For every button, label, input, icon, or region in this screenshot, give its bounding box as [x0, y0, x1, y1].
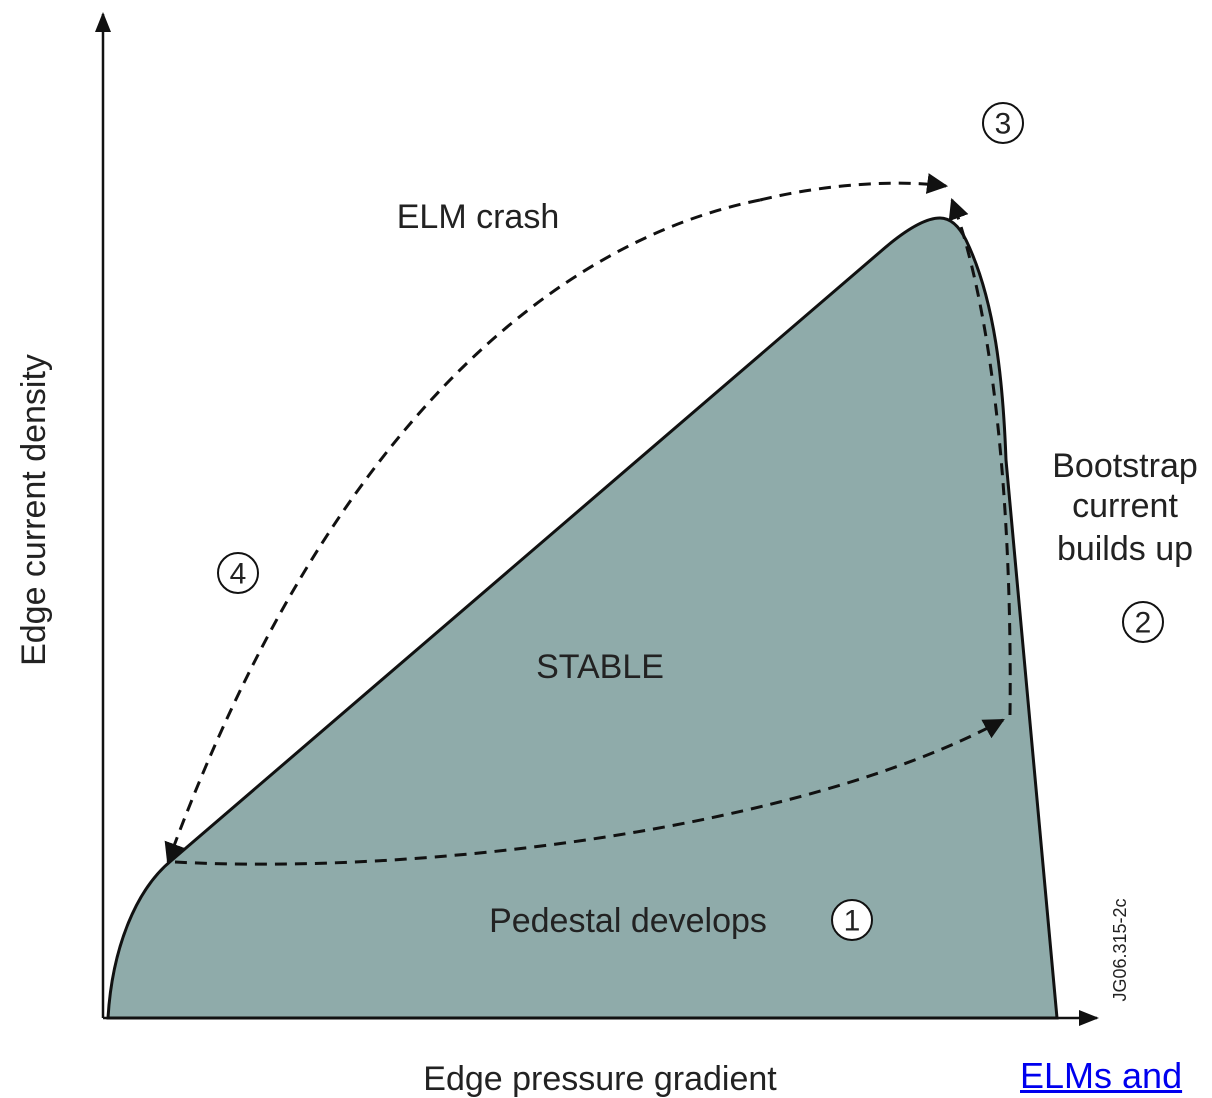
step-4: 4: [217, 552, 259, 594]
step-number: 1: [844, 905, 861, 938]
step-number: 4: [230, 558, 247, 591]
bootstrap-label: Bootstrap: [1052, 447, 1198, 485]
pedestal-label: Pedestal develops: [489, 902, 767, 940]
step-3: 3: [982, 102, 1024, 144]
top-arrow: [759, 173, 949, 202]
link[interactable]: ELMs and: [1020, 1055, 1183, 1096]
x-axis-label: Edge pressure gradient: [423, 1060, 777, 1098]
bootstrap-label: current: [1072, 487, 1178, 525]
y-axis-label: Edge current density: [15, 354, 53, 666]
figure-id: JG06.315-2c: [1110, 898, 1130, 1001]
stable-label: STABLE: [536, 648, 664, 686]
pedestal-arrow: [174, 718, 1005, 866]
step-number: 2: [1135, 607, 1152, 640]
step-number: 3: [995, 108, 1012, 141]
step-2: 2: [1122, 601, 1164, 643]
stable-region: [106, 216, 1059, 1020]
elm-crash-arrow: [164, 198, 761, 864]
bootstrap-label: builds up: [1057, 530, 1193, 568]
bootstrap-arrow: [948, 198, 1012, 716]
step-1: 1: [831, 899, 873, 941]
elm-crash-label: ELM crash: [397, 198, 560, 236]
